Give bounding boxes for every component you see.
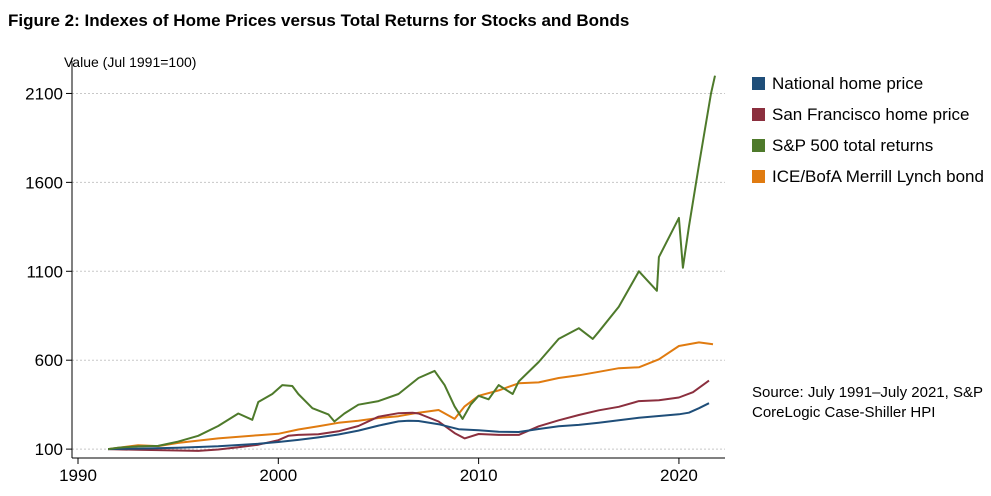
series-line-sp500-total-returns: [107, 75, 716, 451]
x-tick-label-2000: 2000: [259, 466, 297, 485]
legend-label-bond: ICE/BofA Merrill Lynch bond: [772, 167, 984, 186]
legend-item-bond: ICE/BofA Merrill Lynch bond: [750, 165, 985, 188]
legend-swatch-sp500: [752, 139, 765, 152]
legend-swatch-national: [752, 77, 765, 90]
y-tick-label-1100: 1100: [26, 262, 63, 281]
legend-swatch-san-francisco: [752, 108, 765, 121]
figure-title: Figure 2: Indexes of Home Prices versus …: [8, 11, 630, 30]
x-tick-label-2020: 2020: [660, 466, 698, 485]
y-tick-label-100: 100: [35, 440, 63, 459]
legend-item-sp500: S&P 500 total returns: [750, 134, 985, 157]
y-tick-label-600: 600: [35, 351, 63, 370]
series-line-bond-index: [107, 341, 714, 451]
legend-item-national: National home price: [750, 72, 985, 95]
series-lines: [107, 75, 716, 452]
x-tick-label-2010: 2010: [460, 466, 498, 485]
legend-label-national: National home price: [772, 74, 924, 93]
legend: National home price San Francisco home p…: [750, 72, 985, 196]
gridlines: [72, 92, 725, 450]
legend-item-san-francisco: San Francisco home price: [750, 103, 985, 126]
source-note: Source: July 1991–July 2021, S&P CoreLog…: [752, 384, 983, 421]
y-axis-label: Value (Jul 1991=100): [64, 54, 196, 70]
series-line-san-francisco-home-price: [108, 379, 710, 452]
y-tick-label-1600: 1600: [25, 173, 63, 192]
legend-swatch-bond: [752, 170, 765, 183]
axes: 100 600 1100 1600 2100 1990 2000 2010 2020: [25, 61, 725, 485]
x-tick-label-1990: 1990: [59, 466, 97, 485]
legend-label-sp500: S&P 500 total returns: [772, 136, 934, 155]
series-line-national-home-price: [108, 402, 710, 451]
y-tick-label-2100: 2100: [25, 84, 63, 103]
legend-label-san-francisco: San Francisco home price: [772, 105, 970, 124]
